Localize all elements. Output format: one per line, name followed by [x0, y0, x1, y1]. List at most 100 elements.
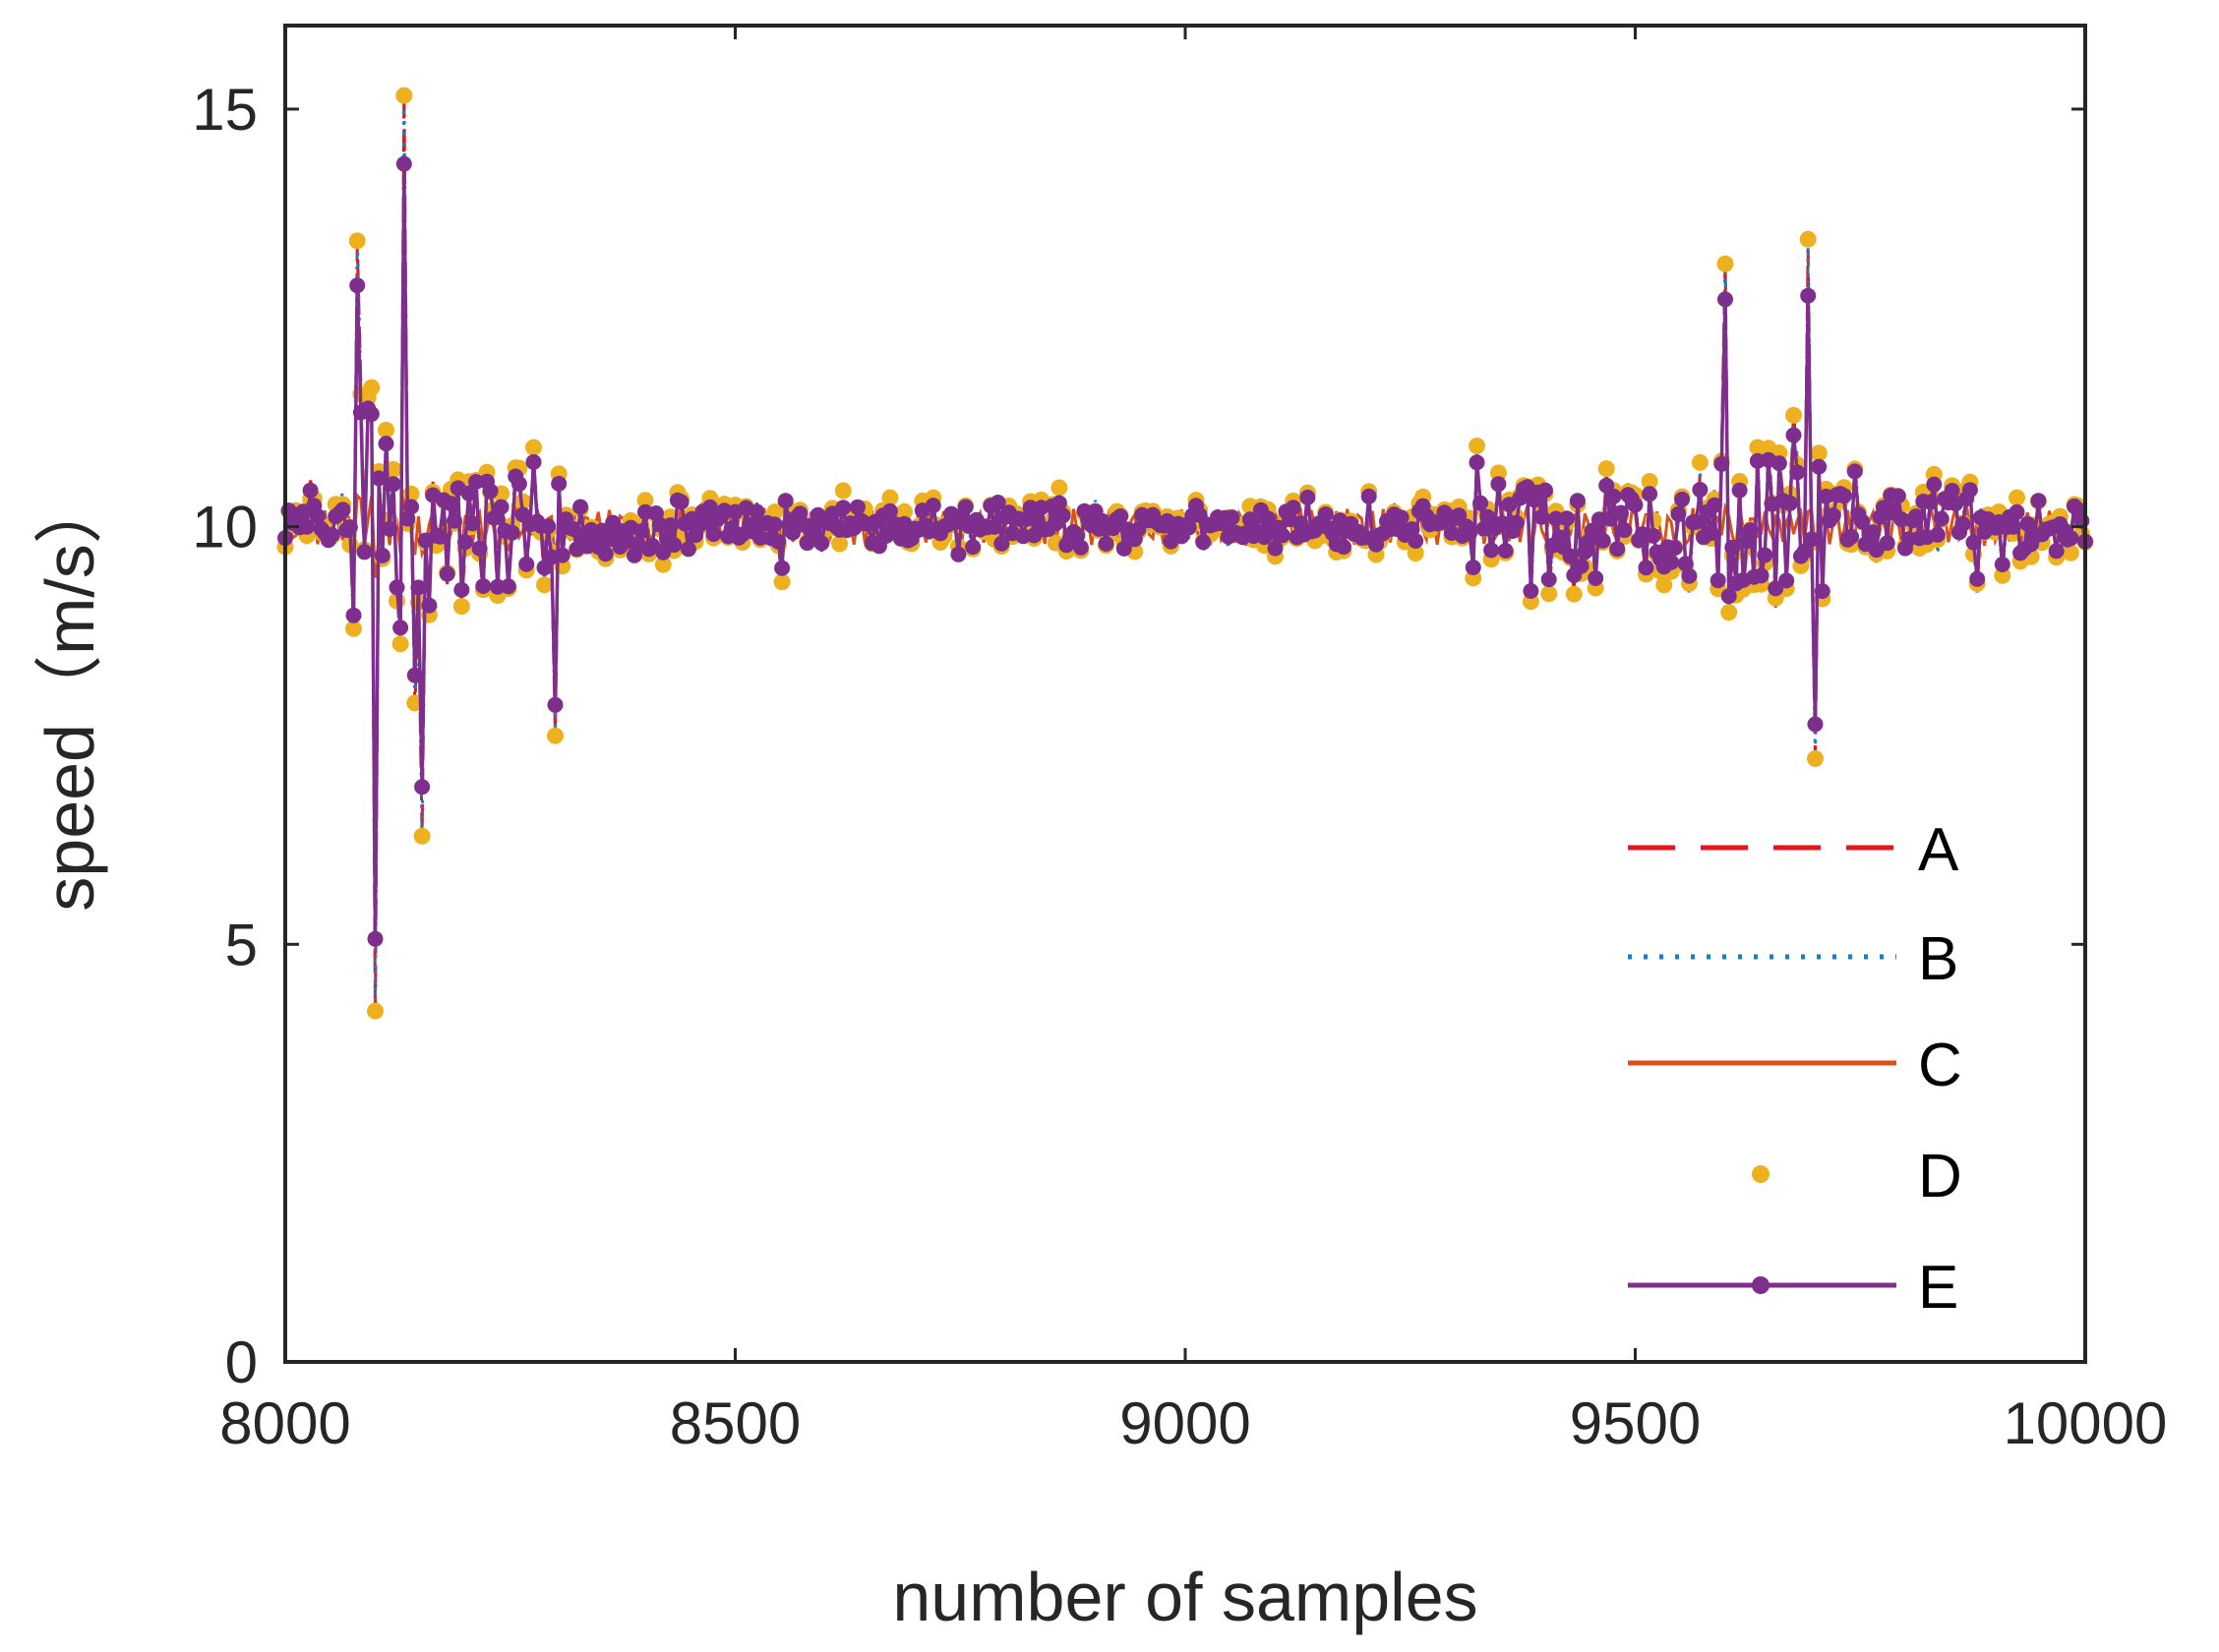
series-e-point: [1612, 504, 1629, 521]
series-d-point: [536, 576, 553, 594]
series-e-point: [471, 540, 488, 557]
series-d-point: [452, 598, 470, 616]
series-e-point: [813, 535, 830, 552]
series-e-point: [1879, 535, 1895, 552]
series-e-point: [518, 556, 535, 572]
series-d-point: [1540, 585, 1558, 603]
series-d-point: [2009, 489, 2025, 506]
series-e-point: [950, 546, 967, 562]
series-e-point: [382, 520, 398, 537]
series-layer: [276, 87, 2094, 1020]
series-e-point: [2019, 515, 2036, 532]
series-d-point: [1050, 479, 1068, 497]
series-e-point: [475, 578, 492, 594]
series-e-point: [1537, 482, 1553, 499]
series-d-point: [395, 87, 413, 104]
series-e-point: [1703, 525, 1719, 542]
series-e-point: [399, 510, 416, 527]
series-d-point: [1489, 464, 1507, 482]
series-e-point: [749, 503, 765, 520]
x-tick-label: 9000: [1119, 1390, 1250, 1456]
series-e-point: [881, 502, 898, 519]
series-e-point: [1497, 543, 1514, 559]
series-e-point: [1605, 488, 1622, 504]
series-e-point: [443, 496, 459, 512]
series-d-point: [363, 379, 381, 396]
series-e-point: [1627, 497, 1644, 513]
series-d-point: [636, 492, 654, 509]
x-tick-label: 8500: [670, 1390, 801, 1456]
series-e-point: [770, 533, 787, 550]
series-e-point: [1336, 539, 1351, 556]
series-e-point: [849, 499, 866, 515]
series-e-point: [510, 476, 527, 492]
series-d-point: [1641, 473, 1658, 490]
series-e-point: [385, 476, 401, 493]
series-e-point: [1807, 716, 1824, 733]
series-e-point: [1742, 522, 1759, 539]
series-e-point: [371, 470, 388, 487]
series-e-point: [447, 512, 462, 529]
series-e-point: [1195, 534, 1212, 551]
series-e-point: [965, 539, 982, 556]
series-e-point: [666, 537, 683, 554]
series-e-point: [554, 547, 570, 563]
series-e-point: [1494, 515, 1511, 532]
series-e-point: [1796, 544, 1813, 560]
x-tick-label: 10000: [2004, 1390, 2168, 1456]
plot-background: [285, 26, 2085, 1362]
series-d-point: [1785, 406, 1802, 424]
series-e-point: [1559, 510, 1575, 527]
series-e-point: [1072, 539, 1089, 556]
y-tick-label: 0: [225, 1329, 258, 1395]
series-e-point: [378, 436, 394, 452]
series-d-point: [1655, 576, 1673, 594]
series-d-point: [1807, 750, 1824, 767]
series-e-point: [1908, 508, 1924, 525]
x-axis-title: number of samples: [892, 1559, 1477, 1635]
series-e-point: [1770, 455, 1787, 472]
series-e-point: [1677, 556, 1694, 572]
series-e-point: [1803, 531, 1820, 548]
series-e-point: [1638, 560, 1654, 576]
series-e-point: [1180, 519, 1197, 536]
series-e-point: [1050, 495, 1067, 511]
series-e-point: [1642, 486, 1658, 502]
series-e-point: [1789, 464, 1806, 481]
series-e-point: [540, 518, 557, 535]
series-e-point: [1922, 494, 1939, 510]
series-d-point: [367, 1002, 384, 1020]
legend-swatch-e-marker: [1752, 1276, 1769, 1294]
series-e-point: [493, 499, 510, 515]
series-e-point: [1814, 583, 1830, 600]
series-e-point: [403, 499, 420, 515]
series-d-point: [1407, 545, 1424, 562]
series-e-point: [1843, 528, 1860, 545]
series-e-point: [432, 528, 449, 545]
series-d-point: [345, 620, 362, 637]
series-e-point: [1241, 511, 1258, 528]
series-e-point: [1663, 554, 1680, 570]
series-e-point: [835, 500, 852, 516]
series-e-point: [1753, 567, 1769, 584]
series-d-point: [348, 232, 366, 250]
series-e-point: [1731, 482, 1748, 499]
series-d-point: [378, 421, 394, 439]
series-e-point: [1768, 580, 1784, 597]
series-e-point: [1835, 488, 1852, 504]
series-e-point: [673, 494, 690, 510]
series-e-point: [1692, 482, 1709, 498]
series-e-point: [1846, 463, 1863, 480]
series-d-point: [413, 827, 431, 845]
series-e-point: [1479, 508, 1496, 525]
y-tick-label: 15: [192, 77, 258, 143]
series-e-point: [1713, 455, 1730, 472]
series-d-point: [547, 727, 564, 744]
series-e-point: [334, 502, 351, 518]
series-e-point: [1961, 482, 1978, 499]
series-d-point: [881, 489, 899, 506]
series-e-point: [1969, 570, 1986, 587]
series-e-point: [1954, 515, 1971, 532]
series-e-point: [662, 517, 679, 534]
